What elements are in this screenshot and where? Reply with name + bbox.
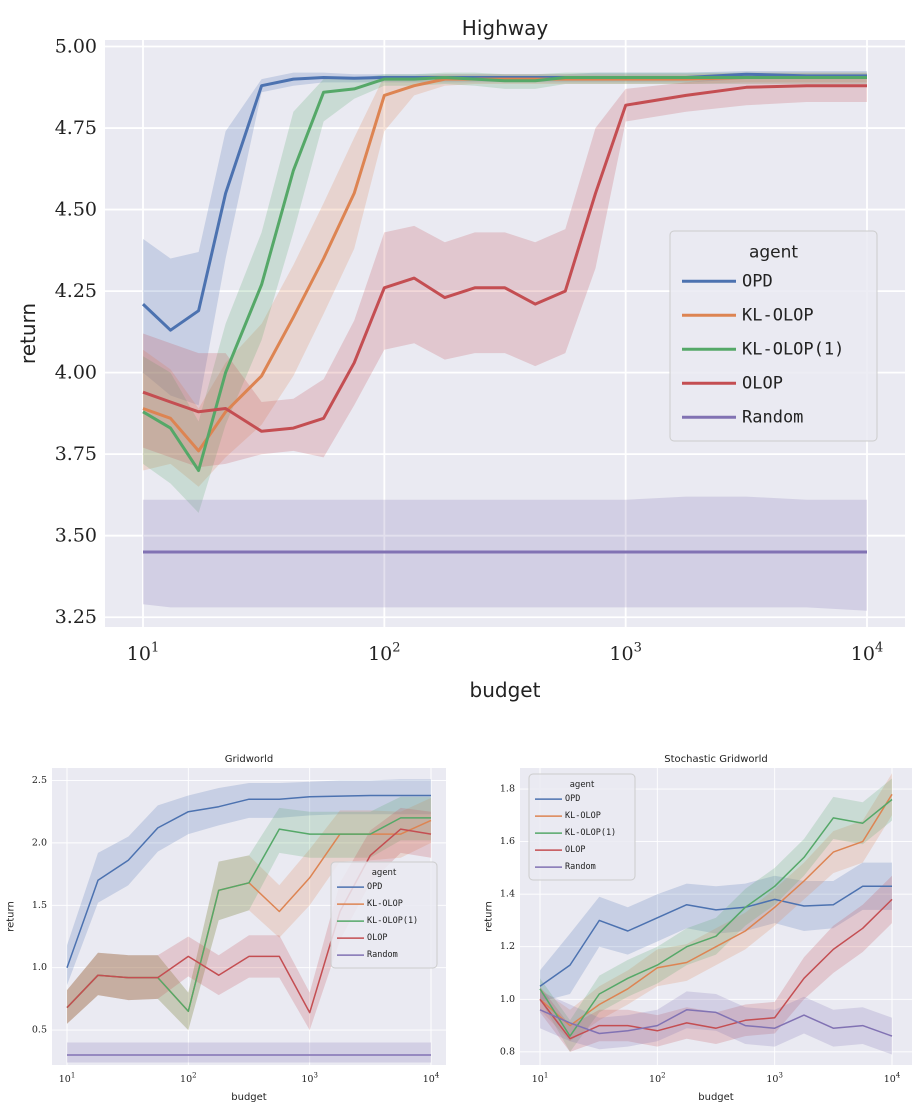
chart-title: Highway [462,16,549,40]
y-axis-label: return [16,303,40,364]
series-line-kl-olop-1- [142,76,867,472]
series-band-random [540,991,892,1055]
series-band-kl-olop [143,72,867,487]
series-line-kl-olop [539,793,893,1027]
x-tick-label: 103 [609,640,641,665]
y-tick-label: 2.0 [32,837,47,848]
x-tick-label: 101 [59,1072,76,1085]
series-band-kl-olop [67,797,431,1031]
y-tick-label: 3.75 [55,443,97,465]
y-axis-label: return [6,901,17,932]
legend-entry: KL-OLOP [742,305,814,325]
legend-entry: OLOP [565,845,585,855]
series-band-opd [67,779,431,986]
x-tick-label: 104 [423,1072,440,1085]
y-tick-label: 4.00 [55,362,97,384]
x-tick-label: 102 [649,1072,666,1085]
legend: agent OPD KL-OLOP KL-OLOP(1) OLOP Random [330,861,438,969]
y-tick-label: 1.4 [500,889,515,900]
y-tick-label: 0.5 [32,1025,47,1036]
series-band-random [67,1042,431,1063]
legend-entry: OPD [742,271,773,291]
series-band-olop [67,807,431,1031]
legend-box [528,773,636,881]
x-tick-label: 103 [301,1072,318,1085]
series-band-kl-olop [540,773,892,1042]
legend-title: agent [570,780,595,790]
y-tick-label: 5.00 [55,36,97,58]
legend-entry: OLOP [367,933,387,943]
legend-entry: Random [565,862,596,872]
series-line-olop [539,898,893,1040]
series-line-olop [142,84,867,433]
x-tick-label: 102 [180,1072,197,1085]
legend-entry: OPD [367,882,382,892]
x-tick-label: 104 [884,1072,901,1085]
y-tick-label: 3.25 [55,606,97,628]
y-tick-label: 1.2 [500,941,515,952]
legend-entry: Random [367,950,398,960]
legend-entry: KL-OLOP [367,899,403,909]
chart-highway: 3.25 3.50 3.75 4.00 4.25 4.50 4.75 5.00 101 102 10… [16,16,905,702]
series-line-random [539,1009,893,1037]
series-band-random [143,496,867,611]
series-band-kl-olop-1- [67,796,431,1031]
series-group [66,779,432,1063]
series-line-opd [539,885,892,987]
y-tick-label: 4.25 [55,280,97,302]
x-axis-label: budget [231,1092,267,1103]
y-tick-label: 1.6 [500,836,515,847]
chart-title: Stochastic Gridworld [664,754,767,765]
series-line-olop [66,828,432,1014]
series-group [539,773,893,1055]
x-axis-label: budget [698,1092,734,1103]
x-tick-label: 104 [851,640,883,665]
grid-lines [105,40,905,627]
legend: agent OPD KL-OLOP KL-OLOP(1) OLOP Random [528,773,636,881]
chart-title: Gridworld [225,754,274,765]
series-group [141,71,867,611]
legend-entry: Random [742,407,803,427]
legend-box [330,861,438,969]
legend-entry: KL-OLOP(1) [565,828,616,838]
series-band-olop [540,875,892,1052]
legend-entry: KL-OLOP [565,811,601,821]
y-tick-label: 3.50 [55,525,97,547]
y-tick-label: 1.0 [500,994,515,1005]
legend-entry: KL-OLOP(1) [742,339,844,359]
x-tick-label: 103 [766,1072,783,1085]
y-tick-label: 1.0 [32,962,47,973]
series-line-opd [66,794,431,968]
y-axis-label: return [484,901,495,932]
legend: agent OPD KL-OLOP KL-OLOP(1) OLOP Random [669,230,878,442]
x-axis-label: budget [470,678,541,702]
y-tick-label: 2.5 [32,775,47,786]
chart-gridworld: 0.5 1.0 1.5 2.0 2.5 101 102 103 104 Gridworld budg… [6,754,446,1103]
series-band-kl-olop-1- [540,778,892,1052]
y-tick-label: 4.50 [55,199,97,221]
x-tick-label: 102 [368,640,400,665]
x-tick-label: 101 [532,1072,549,1085]
legend-entry: OPD [565,794,580,804]
legend-title: agent [749,242,798,262]
y-tick-label: 1.5 [32,900,47,911]
series-band-olop [143,75,867,468]
legend-entry: KL-OLOP(1) [367,916,418,926]
series-line-kl-olop [142,76,867,453]
y-tick-label: 4.75 [55,117,97,139]
y-tick-label: 0.8 [500,1046,515,1057]
series-line-kl-olop-1- [539,798,893,1037]
x-tick-label: 101 [127,640,159,665]
y-tick-label: 1.8 [500,784,515,795]
legend-title: agent [372,868,397,878]
legend-box [669,230,878,442]
chart-stochastic-gridworld: 0.8 1.0 1.2 1.4 1.6 1.8 101 102 103 104 Stochastic… [484,754,912,1103]
legend-entry: OLOP [742,373,783,393]
series-band-opd [540,862,892,1002]
